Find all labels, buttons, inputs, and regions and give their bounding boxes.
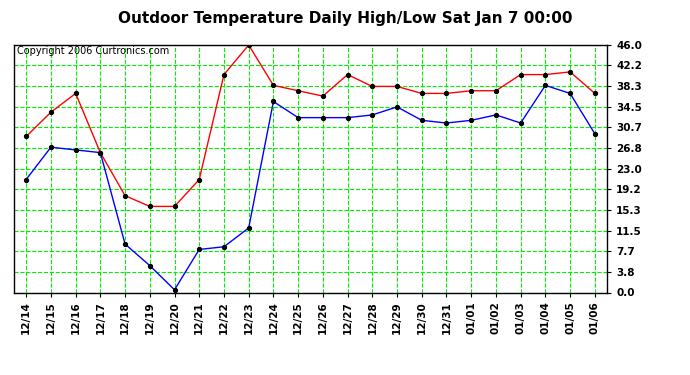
Text: Outdoor Temperature Daily High/Low Sat Jan 7 00:00: Outdoor Temperature Daily High/Low Sat J… xyxy=(118,11,572,26)
Text: Copyright 2006 Curtronics.com: Copyright 2006 Curtronics.com xyxy=(17,46,169,56)
